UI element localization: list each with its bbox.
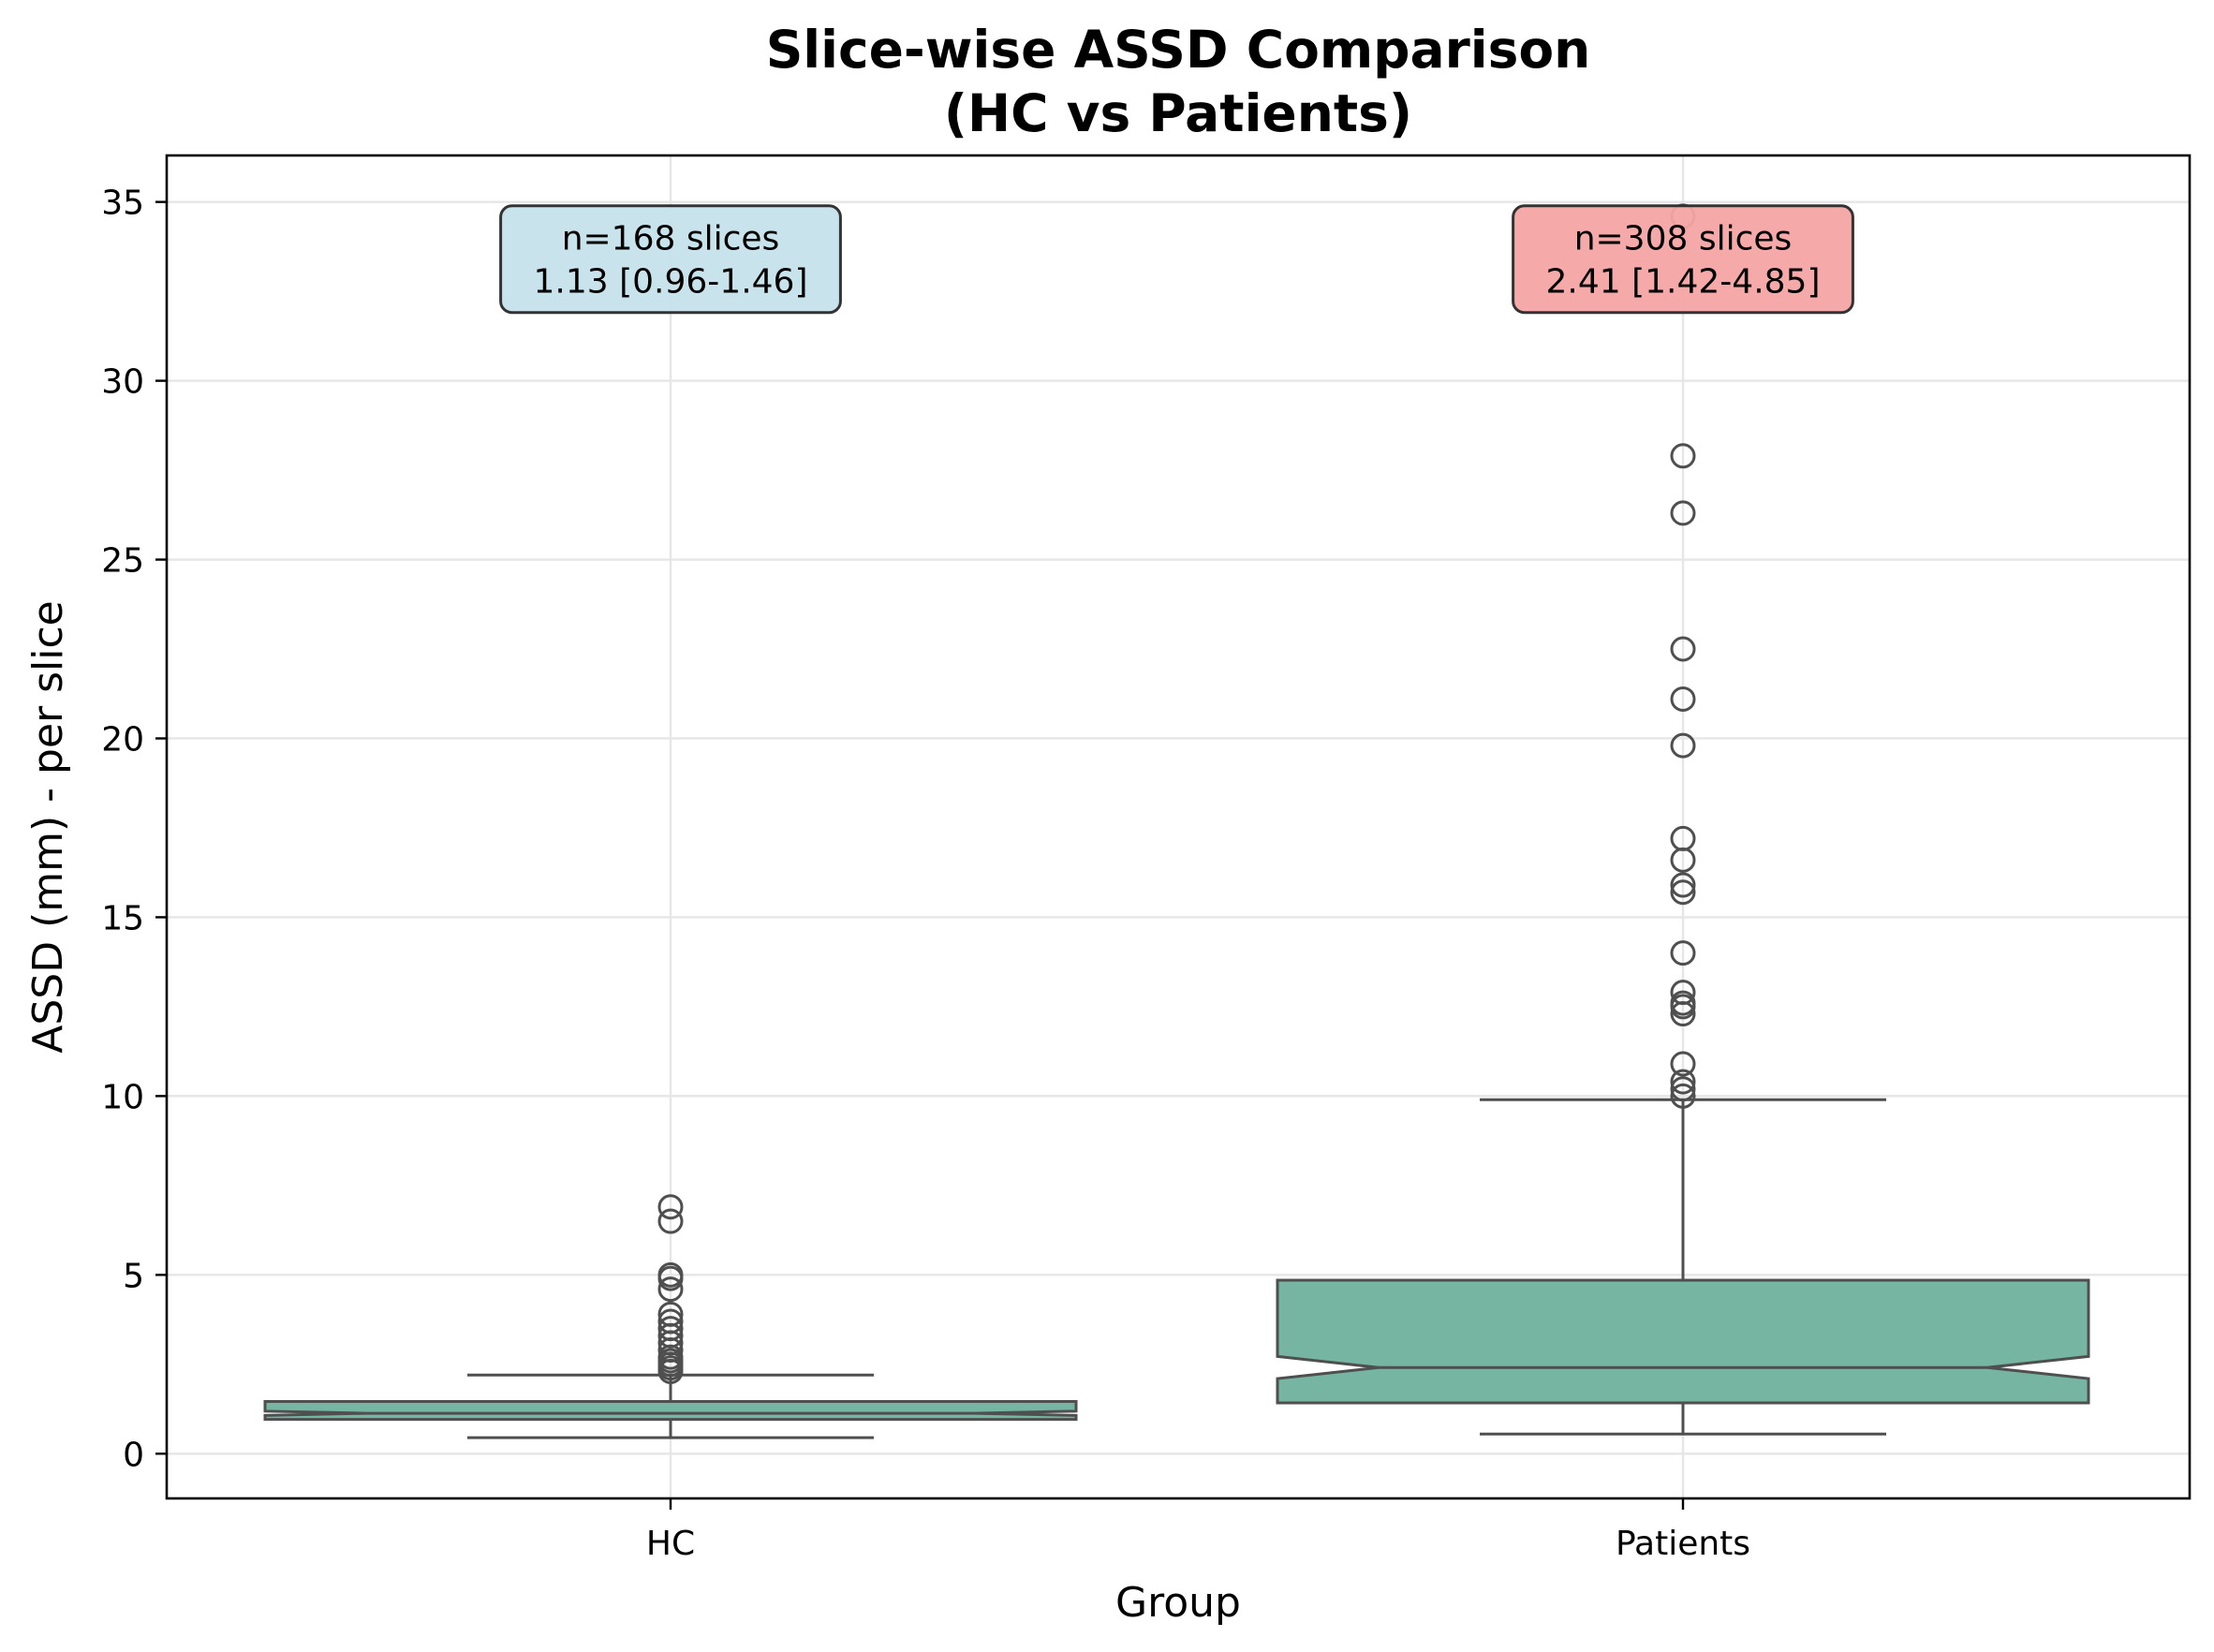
y-tick-label: 5: [123, 1257, 144, 1295]
annotation-text: 2.41 [1.42-4.85]: [1546, 263, 1821, 302]
outlier-point: [1670, 636, 1696, 662]
plot-frame: [165, 154, 2192, 1500]
annotations: n=168 slices 1.13 [0.96-1.46] n=308 slices…: [499, 204, 1854, 315]
x-tick-label: HC: [646, 1525, 695, 1563]
x-tick-label: Patients: [1616, 1525, 1750, 1563]
outlier-point: [1670, 994, 1696, 1020]
box-hc: [263, 1400, 1078, 1422]
outlier-point: [1670, 1083, 1696, 1109]
outlier-point: [1670, 1001, 1696, 1027]
box-patients: [1276, 1278, 2090, 1405]
annotation-text: 1.13 [0.96-1.46]: [534, 263, 808, 302]
y-tick-label: 35: [101, 184, 144, 223]
axis-ticks: 0 5 10 15 20 25 30 35 HC Patients: [101, 184, 1750, 1563]
outlier-point: [657, 1194, 684, 1220]
outlier-point: [1670, 872, 1696, 898]
outlier-point: [1670, 1051, 1696, 1077]
outlier-point: [1670, 732, 1696, 759]
annotation-box: [499, 204, 842, 315]
outlier-point: [1670, 686, 1696, 712]
chart-title-line-2: (HC vs Patients): [944, 83, 1412, 143]
annotation-text: n=308 slices: [1574, 220, 1793, 258]
outlier-point: [657, 1358, 684, 1384]
outlier-point: [1670, 940, 1696, 966]
outlier-point: [1670, 443, 1696, 469]
y-axis-label: ASSD (mm) - per slice: [24, 600, 72, 1053]
y-tick-label: 15: [101, 899, 144, 937]
y-tick-label: 25: [101, 542, 144, 581]
annotation-text: n=168 slices: [562, 220, 780, 258]
outlier-point: [1670, 879, 1696, 906]
outlier-point: [657, 1208, 684, 1234]
outlier-point: [1670, 1069, 1696, 1095]
y-tick-label: 20: [101, 720, 144, 759]
outlier-point: [657, 1265, 684, 1291]
outlier-point: [1670, 847, 1696, 873]
annotation-box: [1512, 204, 1854, 315]
outlier-point: [657, 1276, 684, 1303]
y-tick-label: 0: [123, 1436, 144, 1474]
plot-marks: [263, 203, 2090, 1439]
x-axis-label: Group: [1115, 1579, 1241, 1627]
outlier-point: [1670, 1076, 1696, 1102]
y-tick-label: 10: [101, 1078, 144, 1116]
outlier-point: [1670, 500, 1696, 526]
y-tick-label: 30: [101, 363, 144, 402]
chart-title-line-1: Slice-wise ASSD Comparison: [766, 20, 1591, 80]
